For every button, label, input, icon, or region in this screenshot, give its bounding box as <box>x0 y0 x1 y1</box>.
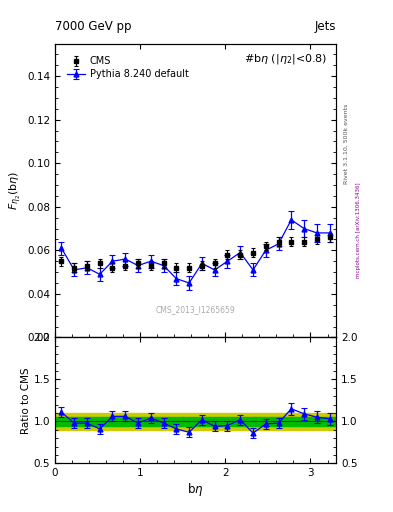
Text: Jets: Jets <box>314 20 336 33</box>
Text: Rivet 3.1.10, 500k events: Rivet 3.1.10, 500k events <box>344 103 349 183</box>
Legend: CMS, Pythia 8.240 default: CMS, Pythia 8.240 default <box>66 54 191 81</box>
Text: mcplots.cern.ch [arXiv:1306.3436]: mcplots.cern.ch [arXiv:1306.3436] <box>356 183 361 278</box>
Text: CMS_2013_I1265659: CMS_2013_I1265659 <box>156 305 235 314</box>
Bar <box>55 413 336 430</box>
Text: #b$\eta$ ($|\eta_2|$<0.8): #b$\eta$ ($|\eta_2|$<0.8) <box>244 52 328 67</box>
X-axis label: b$\eta$: b$\eta$ <box>187 481 204 498</box>
Bar <box>55 417 336 425</box>
Y-axis label: $F_{\eta_2}$(b$\eta$): $F_{\eta_2}$(b$\eta$) <box>8 171 24 210</box>
Text: 7000 GeV pp: 7000 GeV pp <box>55 20 132 33</box>
Y-axis label: Ratio to CMS: Ratio to CMS <box>21 367 31 434</box>
